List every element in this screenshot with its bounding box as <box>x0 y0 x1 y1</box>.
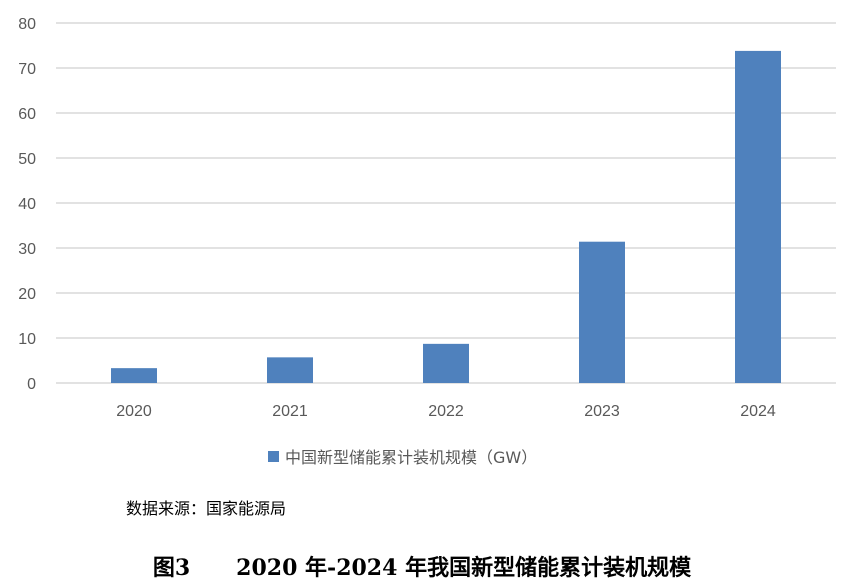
y-tick-label: 20 <box>18 286 36 303</box>
x-tick-label: 2022 <box>428 403 464 420</box>
y-axis-ticks: 0 10 20 30 40 50 60 70 80 <box>18 16 36 393</box>
x-tick-label: 2024 <box>740 403 776 420</box>
y-tick-label: 80 <box>18 16 36 33</box>
y-tick-label: 10 <box>18 331 36 348</box>
legend: 中国新型储能累计装机规模（GW） <box>268 444 537 468</box>
bar-2020 <box>111 368 157 383</box>
y-tick-label: 40 <box>18 196 36 213</box>
y-tick-label: 60 <box>18 106 36 123</box>
y-tick-label: 0 <box>27 376 36 393</box>
x-tick-label: 2021 <box>272 403 308 420</box>
bar-2024 <box>735 50 781 384</box>
x-tick-label: 2020 <box>116 403 152 420</box>
bar-chart: 0 10 20 30 40 50 60 70 80 2020 2021 2022 2023 2024 <box>18 16 836 420</box>
figure-caption: 图3 2020 年-2024 年我国新型储能累计装机规模 <box>152 555 692 581</box>
legend-label: 中国新型储能累计装机规模（GW） <box>285 448 538 467</box>
x-tick-label: 2023 <box>584 403 620 420</box>
y-tick-label: 30 <box>18 241 36 258</box>
y-tick-label: 50 <box>18 151 36 168</box>
legend-swatch <box>268 450 279 462</box>
bar-2022 <box>423 343 469 383</box>
y-tick-label: 70 <box>18 61 36 78</box>
source-note: 数据来源：国家能源局 <box>126 499 287 518</box>
bar-2021 <box>267 357 313 383</box>
bars <box>111 50 781 384</box>
bar-2023 <box>579 241 625 383</box>
gridlines <box>56 22 836 384</box>
x-axis-ticks: 2020 2021 2022 2023 2024 <box>116 403 776 420</box>
